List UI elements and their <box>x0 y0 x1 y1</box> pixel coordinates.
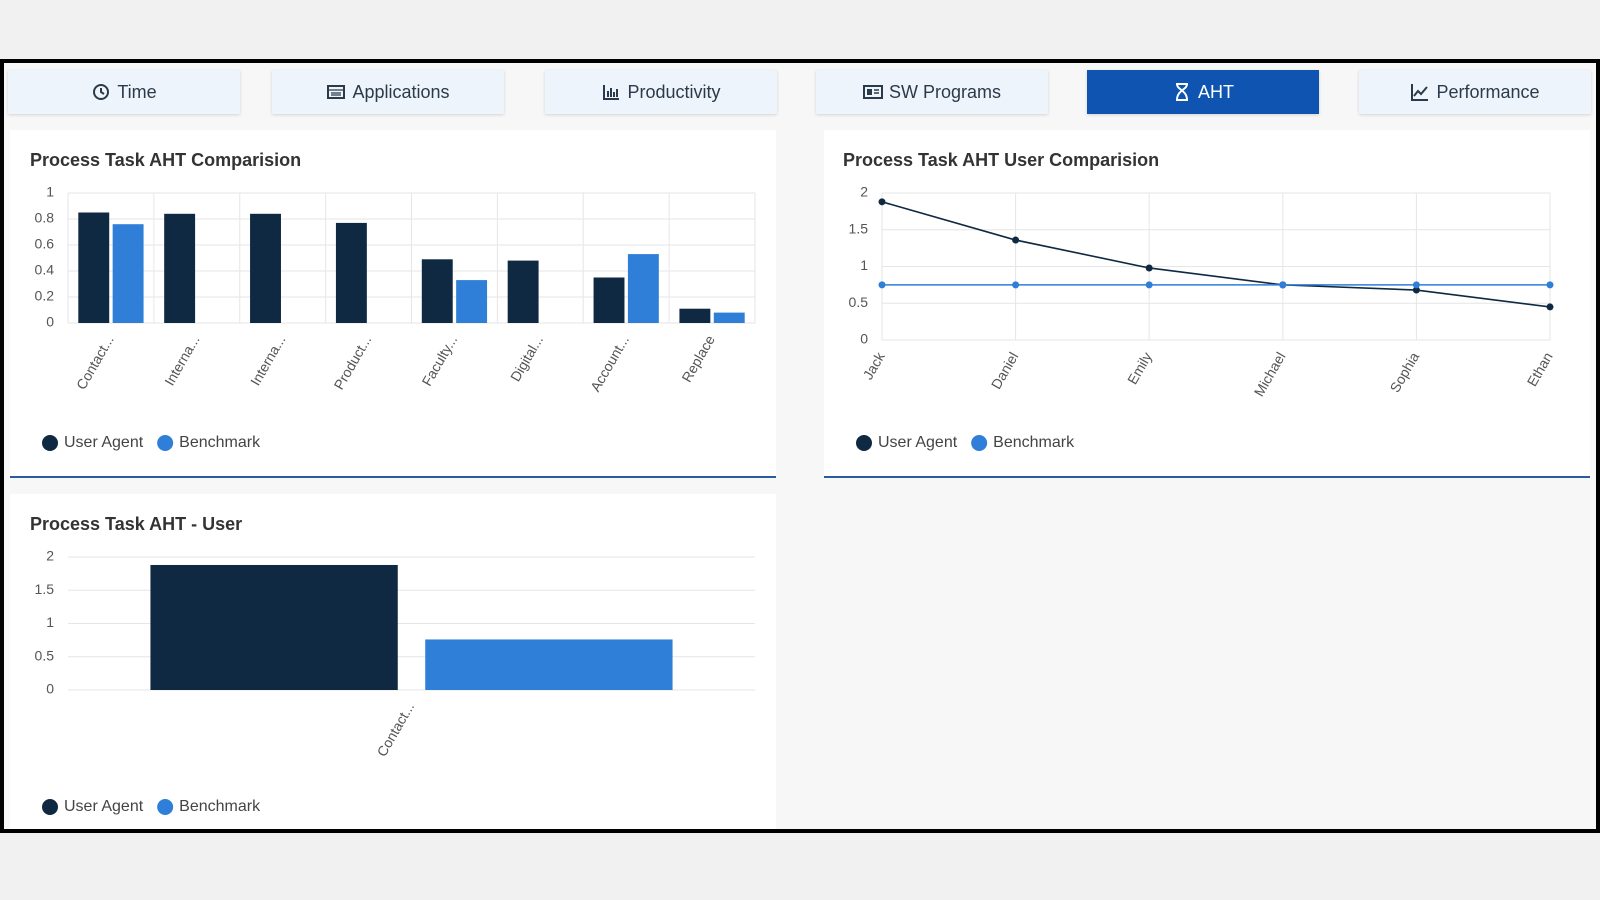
point <box>878 198 886 206</box>
panel <box>824 130 1590 478</box>
legend-label: User Agent <box>64 434 144 451</box>
chart-title: Process Task AHT User Comparision <box>843 150 1159 170</box>
tab-label: Time <box>117 81 157 102</box>
y-tick-label: 0.5 <box>849 294 869 310</box>
legend-label: Benchmark <box>993 434 1075 451</box>
bar <box>627 254 659 323</box>
legend-marker <box>971 435 988 451</box>
y-tick-label: 0.4 <box>35 262 55 278</box>
chart-title: Process Task AHT Comparision <box>30 150 301 170</box>
bar <box>112 224 144 323</box>
bar <box>507 260 539 323</box>
chart-title: Process Task AHT - User <box>30 514 242 534</box>
y-tick-label: 1 <box>860 257 868 273</box>
y-tick-label: 1 <box>46 184 54 200</box>
icon <box>1176 83 1188 101</box>
bar <box>164 213 196 323</box>
legend-label: Benchmark <box>179 434 261 451</box>
y-tick-label: 0 <box>46 314 54 330</box>
bar <box>250 213 281 323</box>
bar <box>425 639 673 690</box>
tab[interactable]: Productivity <box>545 70 777 114</box>
legend-marker <box>157 799 174 815</box>
legend-label: User Agent <box>64 798 144 815</box>
y-tick-label: 2 <box>860 184 868 200</box>
bar <box>421 259 453 323</box>
legend-label: Benchmark <box>179 798 261 815</box>
point <box>1012 236 1020 244</box>
bar <box>78 212 110 323</box>
bar <box>679 308 711 323</box>
point <box>878 281 886 289</box>
tab-label: Productivity <box>627 81 721 102</box>
y-tick-label: 1.5 <box>35 581 55 597</box>
y-tick-label: 0.6 <box>35 236 55 252</box>
y-tick-label: 0 <box>860 331 868 347</box>
tab[interactable]: AHT <box>1087 70 1319 114</box>
tab-label: Applications <box>352 81 450 102</box>
y-tick-label: 2 <box>46 548 54 564</box>
tab-label: AHT <box>1198 81 1234 102</box>
icon <box>603 85 620 100</box>
y-tick-label: 0 <box>46 681 54 697</box>
legend-marker <box>42 435 58 451</box>
icon <box>862 85 883 99</box>
y-tick-label: 0.8 <box>35 210 55 226</box>
y-tick-label: 1 <box>46 614 54 630</box>
point <box>1012 281 1020 289</box>
tab[interactable]: Performance <box>1359 70 1591 114</box>
bar <box>456 280 488 323</box>
legend-marker <box>856 435 872 451</box>
point <box>1546 303 1554 311</box>
icon <box>93 84 110 100</box>
point <box>1145 281 1153 289</box>
legend-marker <box>157 435 174 451</box>
point <box>1279 281 1287 289</box>
tab[interactable]: SW Programs <box>816 70 1048 114</box>
point <box>1412 286 1420 294</box>
bar <box>713 312 745 323</box>
legend-marker <box>42 799 58 815</box>
tab[interactable]: Time <box>8 70 240 114</box>
y-tick-label: 0.2 <box>35 288 55 304</box>
tab[interactable]: Applications <box>272 70 504 114</box>
line <box>881 201 1551 308</box>
tab-label: Performance <box>1436 81 1540 102</box>
point <box>1412 281 1420 289</box>
tab-label: SW Programs <box>888 81 1002 102</box>
point <box>1145 264 1153 272</box>
bar <box>150 564 398 690</box>
bar <box>335 222 367 323</box>
point <box>1546 281 1554 289</box>
icon <box>327 85 346 99</box>
legend-label: User Agent <box>878 434 958 451</box>
icon <box>1411 84 1429 101</box>
bar <box>593 277 625 323</box>
y-tick-label: 1.5 <box>849 220 869 236</box>
y-tick-label: 0.5 <box>35 647 55 663</box>
